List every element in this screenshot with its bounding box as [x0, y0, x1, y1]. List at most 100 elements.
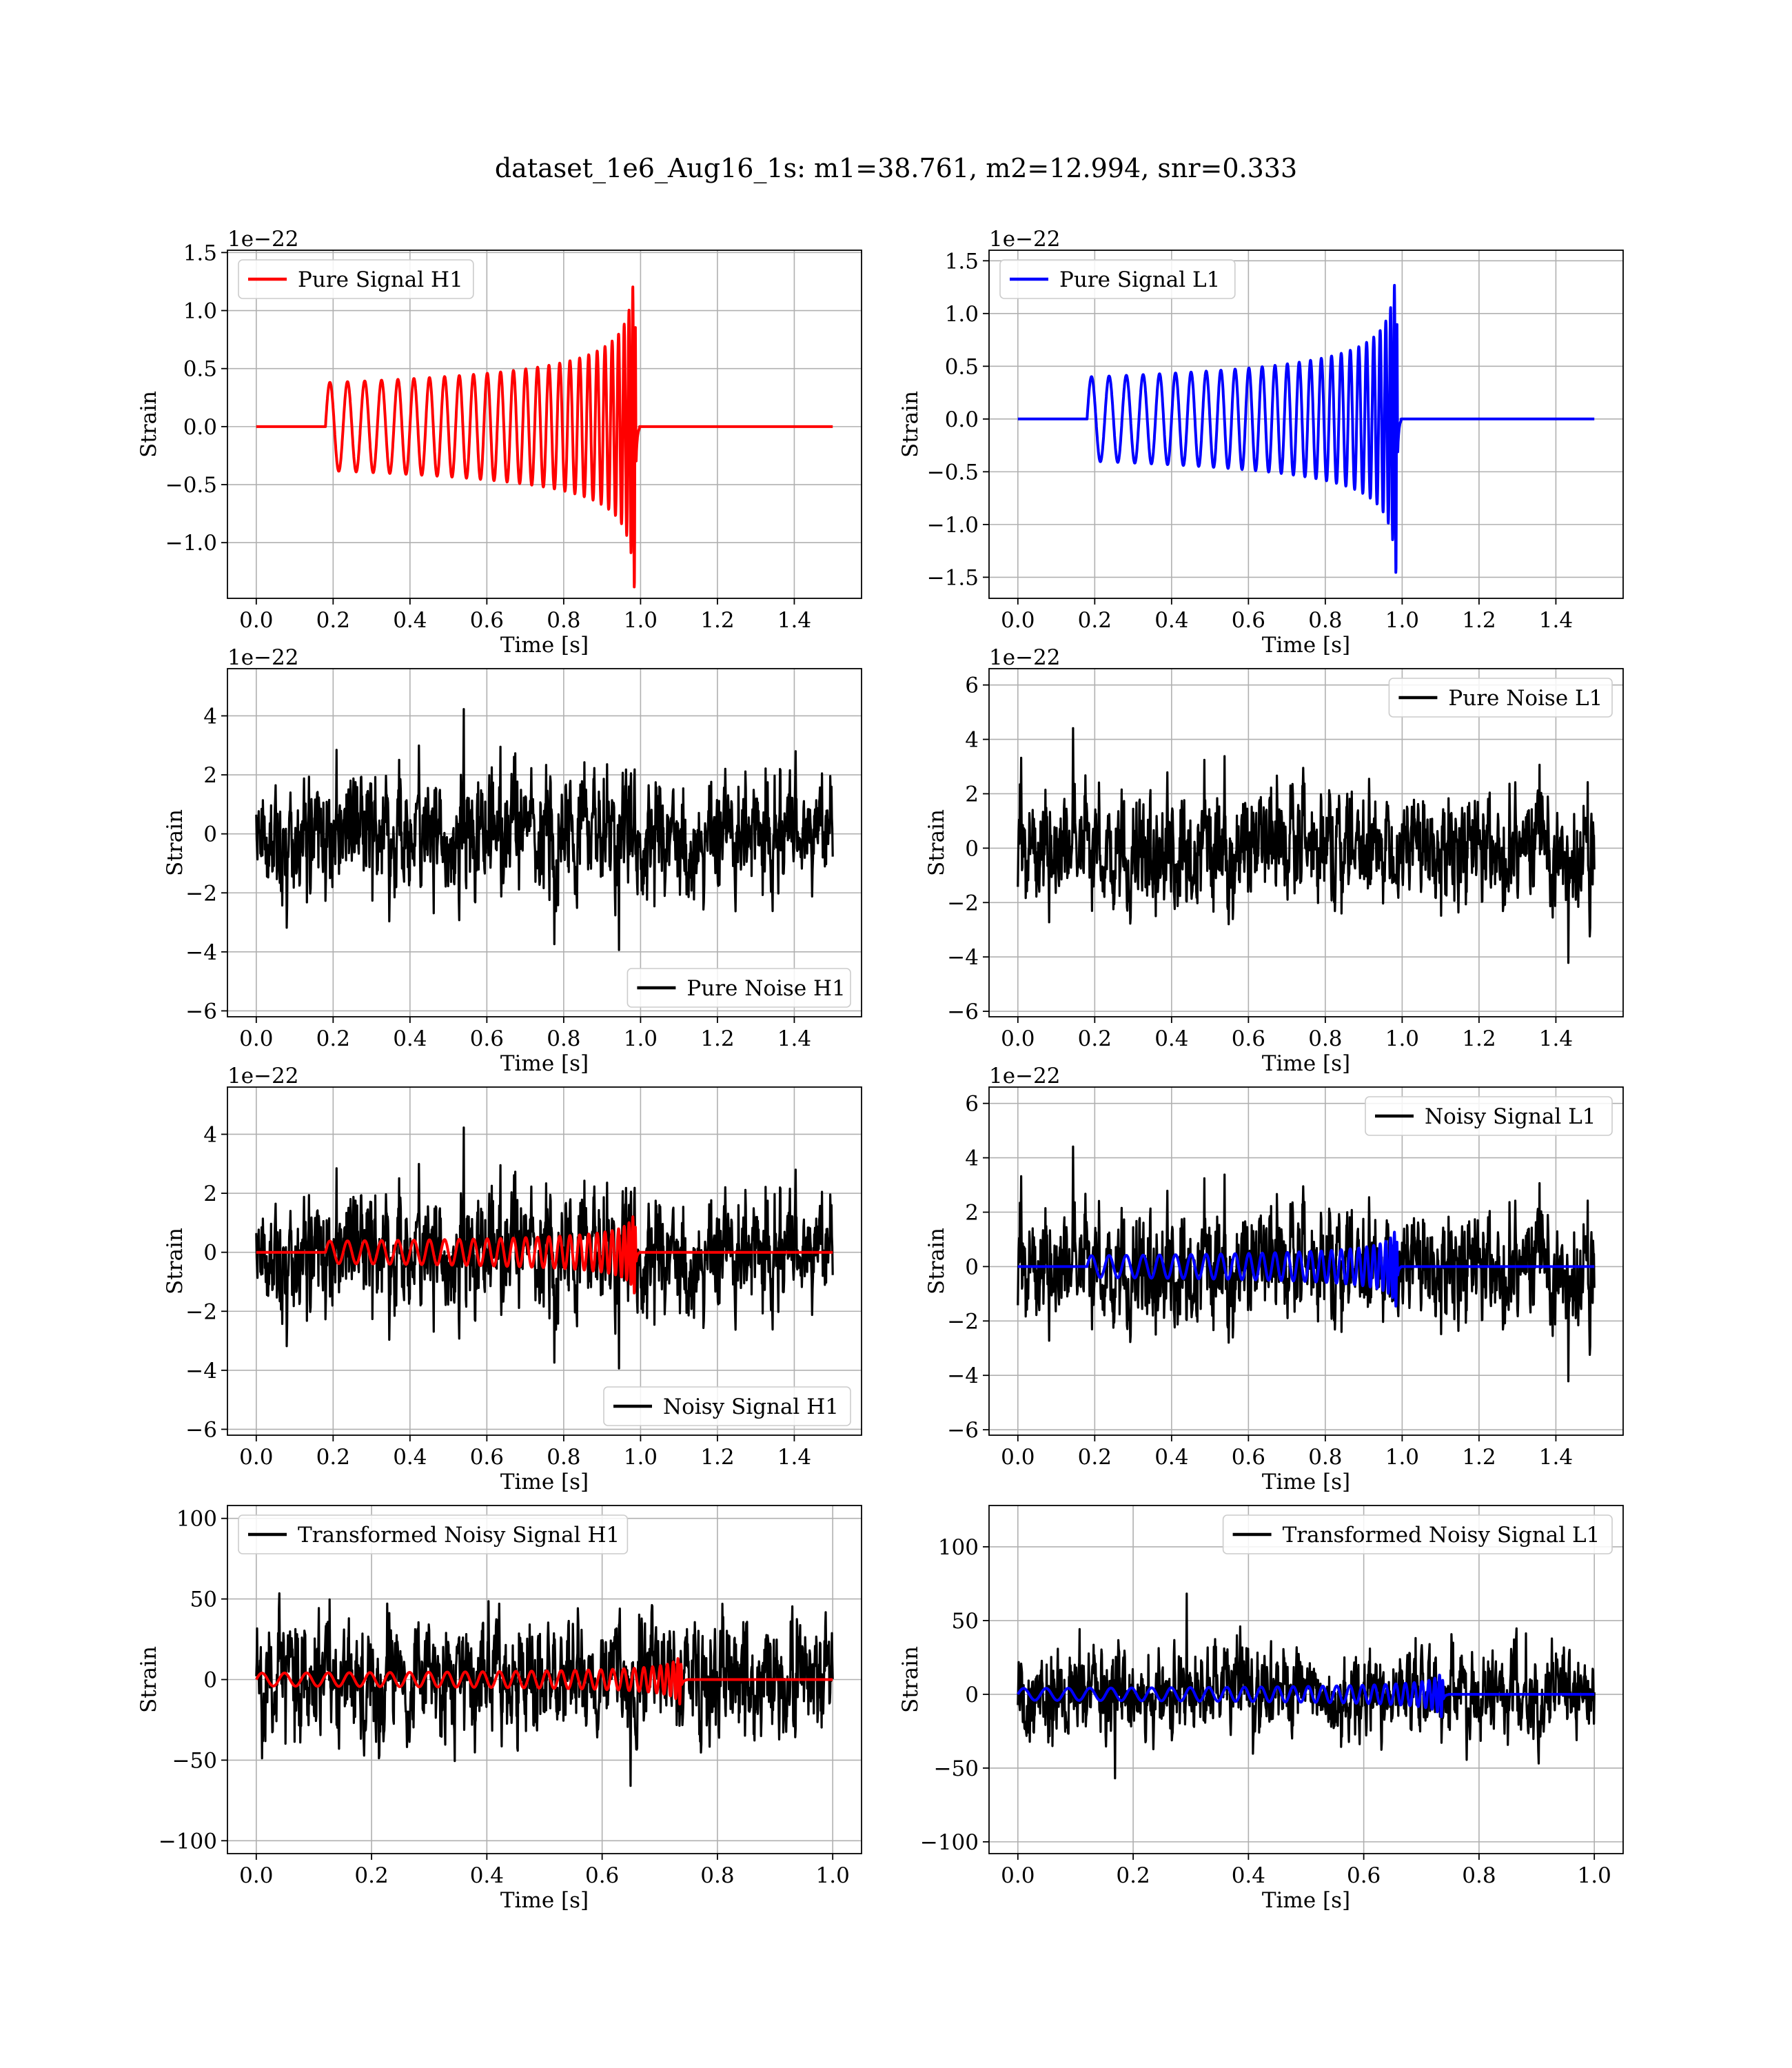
x-axis-label: Time [s]: [1262, 1470, 1350, 1494]
x-tick-label: 0.0: [239, 1445, 273, 1470]
x-tick-label: 1.0: [1385, 1026, 1419, 1051]
y-tick-label: −6: [947, 1418, 979, 1443]
y-tick-label: 2: [965, 782, 979, 807]
y-tick-label: 2: [965, 1200, 979, 1225]
y-offset-label: 1e−22: [227, 645, 299, 670]
x-axis-label: Time [s]: [1262, 1051, 1350, 1076]
legend-label: Transformed Noisy Signal L1: [1283, 1523, 1600, 1548]
x-tick-label: 0.8: [547, 1445, 580, 1470]
x-axis-label: Time [s]: [500, 633, 589, 658]
series-group: [1017, 1145, 1596, 1383]
x-tick-label: 1.4: [1539, 608, 1573, 633]
x-tick-label: 1.4: [777, 608, 811, 633]
y-tick-label: 0.0: [183, 415, 217, 440]
x-tick-label: 1.2: [700, 1445, 734, 1470]
x-tick-label: 1.0: [1578, 1863, 1611, 1888]
y-tick-label: −1.0: [927, 513, 979, 538]
x-tick-label: 0.0: [1001, 1445, 1035, 1470]
legend-box: [627, 968, 851, 1008]
legend-box: [603, 1386, 851, 1426]
y-axis-label: Strain: [924, 809, 949, 876]
panel-third-right: 0.0 0.2 0.4 0.6 0.8 1.0 1.2 1.4 −6 −4 −2 0 2 4 6 Time […: [924, 1064, 1624, 1494]
legend-box: [1388, 678, 1613, 718]
x-tick-label: 0.8: [547, 608, 580, 633]
series-line-pure-noise-h1: [255, 708, 834, 951]
y-tick-label: 0: [203, 1668, 217, 1693]
plot-area: [989, 250, 1623, 598]
y-tick-label: −50: [934, 1756, 979, 1781]
y-axis-label: Strain: [898, 1646, 923, 1713]
x-tick-label: 0.2: [1078, 1445, 1112, 1470]
panel-second-right: 0.0 0.2 0.4 0.6 0.8 1.0 1.2 1.4 −6 −4 −2 0 2 4 6 Time […: [924, 645, 1624, 1076]
x-tick-label: 0.6: [1232, 608, 1265, 633]
y-axis-label: Strain: [136, 391, 161, 458]
x-tick-label: 0.6: [1232, 1026, 1265, 1051]
y-tick-label: 4: [203, 1122, 217, 1147]
y-tick-label: 0.5: [945, 354, 979, 379]
x-axis-label: Time [s]: [1262, 1888, 1350, 1913]
legend-label: Pure Noise H1: [686, 976, 845, 1001]
series-line-pure-signal-l1: [1017, 283, 1596, 574]
y-tick-label: 0: [203, 822, 217, 847]
y-tick-label: −6: [947, 1000, 979, 1024]
y-tick-label: −0.5: [165, 473, 217, 498]
x-axis-label: Time [s]: [500, 1888, 589, 1913]
y-tick-label: 1.5: [183, 241, 217, 265]
y-tick-label: 50: [190, 1588, 217, 1612]
y-tick-label: 4: [203, 704, 217, 729]
x-tick-label: 0.6: [470, 1445, 504, 1470]
y-tick-label: 4: [965, 1146, 979, 1171]
y-tick-label: −4: [947, 945, 979, 970]
x-tick-label: 0.4: [393, 1026, 427, 1051]
y-tick-label: −4: [185, 1359, 217, 1383]
panel-top-left: 0.0 0.2 0.4 0.6 0.8 1.0 1.2 1.4 −1.0 −0.5 0.0 0.5 1.…: [136, 227, 862, 658]
y-tick-label: 1.0: [945, 302, 979, 327]
x-tick-label: 0.6: [470, 1026, 504, 1051]
series-line-pure-noise-l1: [1017, 727, 1596, 964]
y-tick-label: 0.0: [945, 407, 979, 432]
y-tick-label: 2: [203, 763, 217, 788]
series-line-chirp-overlay: [255, 1215, 834, 1295]
x-tick-label: 0.2: [1078, 608, 1112, 633]
x-tick-label: 1.2: [1462, 608, 1496, 633]
y-tick-label: 0: [965, 836, 979, 861]
y-tick-label: 0.5: [183, 357, 217, 382]
legend-label: Noisy Signal H1: [663, 1395, 839, 1419]
y-tick-label: −50: [172, 1748, 217, 1773]
axes-frame: [988, 1086, 1624, 1436]
legend-label: Pure Noise L1: [1448, 686, 1602, 711]
figure-title: dataset_1e6_Aug16_1s: m1=38.761, m2=12.9…: [494, 153, 1298, 183]
x-tick-label: 1.4: [777, 1026, 811, 1051]
x-tick-label: 0.4: [1154, 1026, 1188, 1051]
x-tick-label: 1.0: [624, 608, 658, 633]
x-tick-label: 1.0: [624, 1026, 658, 1051]
y-tick-label: 1.5: [945, 249, 979, 274]
y-axis-label: Strain: [898, 391, 923, 458]
x-tick-label: 0.4: [1154, 1445, 1188, 1470]
x-tick-label: 0.8: [700, 1863, 734, 1888]
y-tick-label: 1.0: [183, 299, 217, 324]
axes-frame: [988, 250, 1624, 599]
x-tick-label: 1.2: [700, 608, 734, 633]
axes-frame: [988, 668, 1624, 1017]
legend-label: Noisy Signal L1: [1425, 1104, 1596, 1129]
series-line-chirp-overlay: [1017, 1674, 1596, 1719]
y-axis-label: Strain: [136, 1646, 161, 1713]
y-tick-label: −4: [185, 940, 217, 965]
x-axis-label: Time [s]: [1262, 633, 1350, 658]
plot-area: [227, 250, 862, 598]
y-tick-label: −6: [185, 1417, 217, 1442]
x-tick-label: 0.2: [1116, 1863, 1150, 1888]
legend: Pure Noise H1: [627, 968, 851, 1008]
legend-label: Transformed Noisy Signal H1: [298, 1523, 620, 1548]
legend: Pure Noise L1: [1388, 678, 1613, 718]
panel-top-right: 0.0 0.2 0.4 0.6 0.8 1.0 1.2 1.4 −1.5 −1.0 −0.5 0.0 0…: [898, 227, 1624, 658]
x-tick-label: 0.0: [239, 1026, 273, 1051]
legend: Transformed Noisy Signal L1: [1222, 1514, 1613, 1554]
legend-label: Pure Signal L1: [1059, 267, 1220, 292]
series-group: [255, 1126, 834, 1370]
x-tick-label: 1.2: [700, 1026, 734, 1051]
y-tick-label: −100: [159, 1829, 217, 1854]
x-tick-label: 0.6: [585, 1863, 619, 1888]
legend: Pure Signal H1: [238, 259, 474, 299]
